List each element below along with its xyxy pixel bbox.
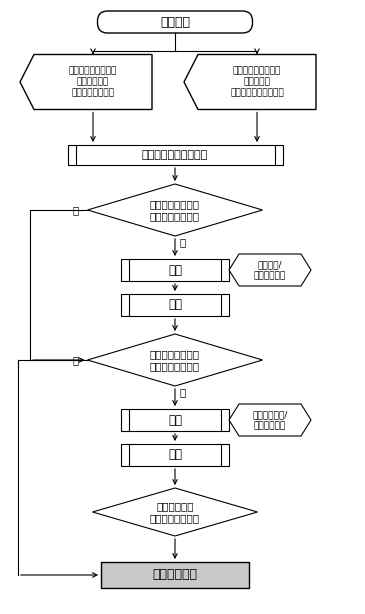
Text: 数据采集: 数据采集	[160, 15, 190, 28]
Text: 否: 否	[180, 387, 186, 397]
Text: 交叉: 交叉	[168, 298, 182, 311]
Bar	[121, 444, 229, 466]
Polygon shape	[20, 55, 152, 109]
Polygon shape	[229, 254, 311, 286]
Text: 选择: 选择	[168, 263, 182, 276]
Text: 最优调度策略: 最优调度策略	[153, 569, 197, 581]
Text: 能源产耗平衡是否
达到期望的舒适度: 能源产耗平衡是否 达到期望的舒适度	[150, 199, 200, 221]
Polygon shape	[88, 184, 262, 236]
Text: 燃料发电设备/
负我需求响应: 燃料发电设备/ 负我需求响应	[252, 410, 288, 430]
Polygon shape	[229, 404, 311, 436]
Bar	[121, 409, 229, 431]
Text: 可再生能源发电设备
运行环境参数
（天气预报信息）: 可再生能源发电设备 运行环境参数 （天气预报信息）	[69, 66, 117, 98]
Bar	[121, 294, 229, 316]
Bar	[121, 259, 229, 281]
Bar	[101, 562, 249, 588]
Polygon shape	[92, 488, 257, 536]
Text: 交叉: 交叉	[168, 448, 182, 462]
Text: 是: 是	[72, 355, 78, 365]
Text: 能源产耗平衡是否
达到期望的舒适度: 能源产耗平衡是否 达到期望的舒适度	[150, 349, 200, 371]
Text: 选择: 选择	[168, 413, 182, 427]
Text: 储能设备/
负我需求响应: 储能设备/ 负我需求响应	[254, 260, 286, 280]
Polygon shape	[184, 55, 316, 109]
Polygon shape	[88, 334, 262, 386]
FancyBboxPatch shape	[97, 11, 253, 33]
Text: 能源产耗平衡
达到期望的舒适度: 能源产耗平衡 达到期望的舒适度	[150, 501, 200, 523]
Text: 是: 是	[72, 205, 78, 215]
Text: 否: 否	[180, 237, 186, 247]
Text: 影响能耗设备能耗需
求关键参数
（生产及运营要求等）: 影响能耗设备能耗需 求关键参数 （生产及运营要求等）	[230, 66, 284, 98]
Bar	[68, 145, 283, 165]
Text: 微电网能源产、耗预测: 微电网能源产、耗预测	[142, 150, 208, 160]
